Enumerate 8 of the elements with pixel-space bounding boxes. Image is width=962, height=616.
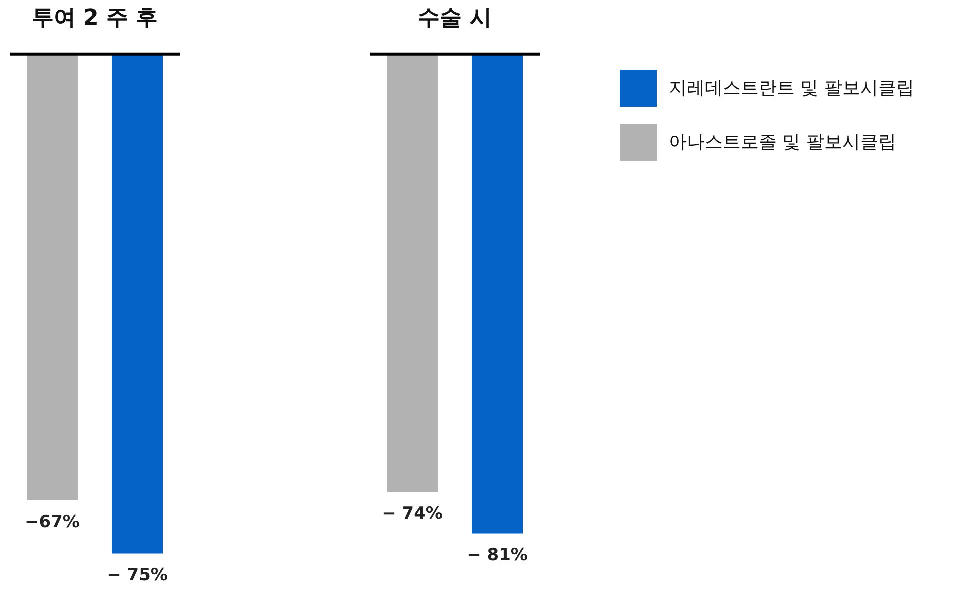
legend-label: 아나스트로졸 및 팔보시클립 (669, 131, 896, 154)
data-label: − 81% (467, 546, 528, 566)
data-label: − 74% (382, 504, 443, 524)
chart-title: 수술 시 (418, 6, 492, 31)
data-label: − 75% (107, 566, 168, 586)
data-label: −67% (25, 512, 80, 532)
chart-title: 투여 2 주 후 (32, 6, 158, 31)
legend-label: 지레데스트란트 및 팔보시클립 (669, 77, 914, 100)
